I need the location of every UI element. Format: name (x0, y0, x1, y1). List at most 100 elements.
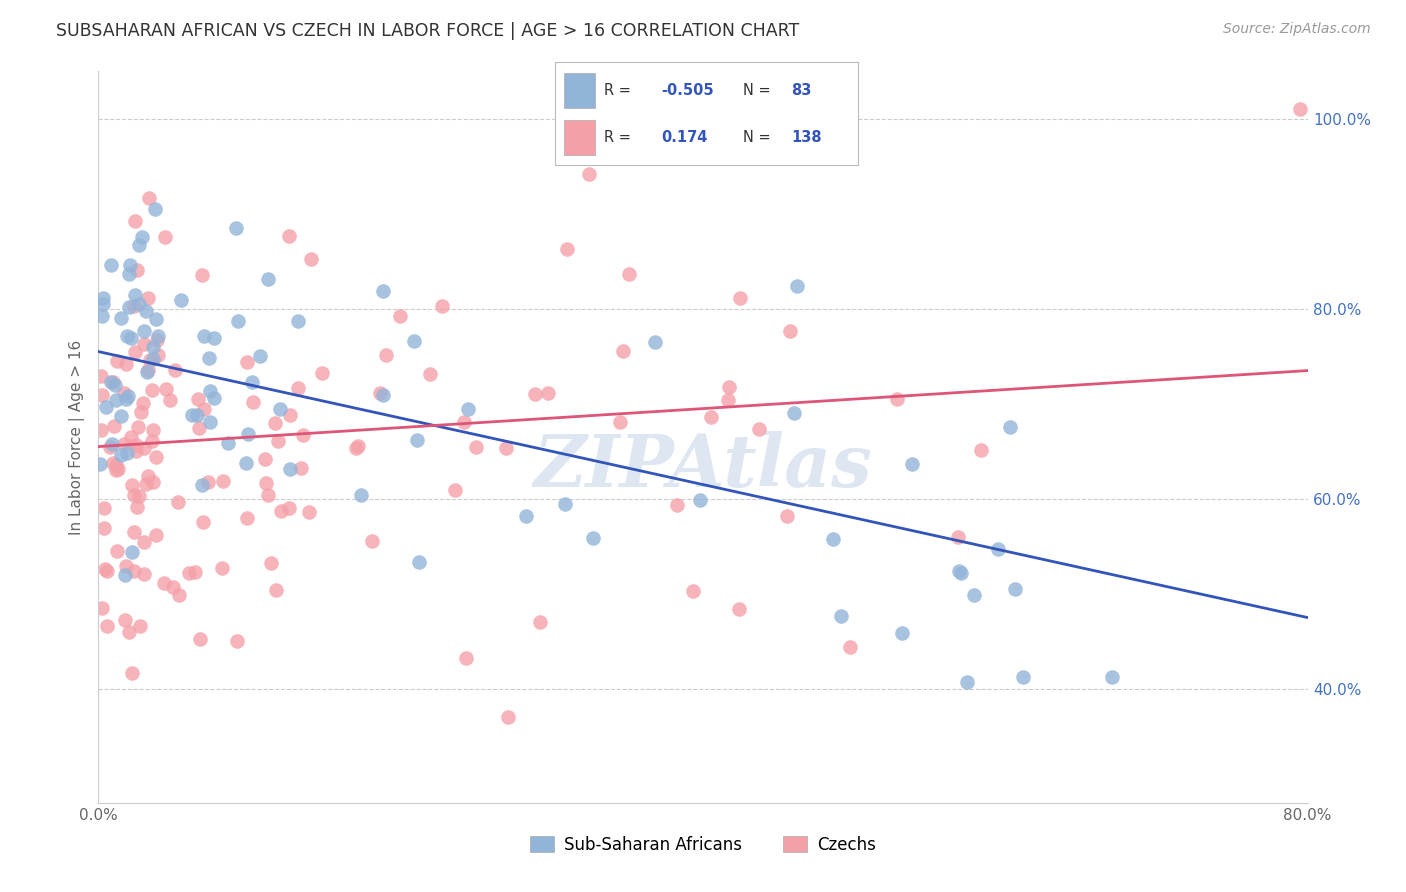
Point (96, 619, 118, 633)
Point (515, 509, 537, 524)
Point (93, 520, 115, 534)
Point (193, 329, 215, 343)
Point (117, 389, 139, 403)
Point (405, 434, 427, 448)
Point (146, 334, 169, 348)
Point (100, 258, 122, 272)
Point (91, 309, 114, 323)
Point (290, 461, 312, 475)
Point (162, 580, 184, 594)
Point (138, 191, 160, 205)
Y-axis label: In Labor Force | Age > 16: In Labor Force | Age > 16 (69, 340, 86, 534)
Text: SUBSAHARAN AFRICAN VS CZECH IN LABOR FORCE | AGE > 16 CORRELATION CHART: SUBSAHARAN AFRICAN VS CZECH IN LABOR FOR… (56, 22, 800, 40)
Point (267, 434, 290, 449)
Point (287, 314, 309, 328)
Point (578, 167, 600, 181)
Point (138, 353, 160, 368)
Point (1004, 582, 1026, 596)
Point (217, 436, 239, 450)
Point (132, 441, 155, 455)
Point (419, 367, 441, 381)
Point (260, 557, 283, 571)
Point (114, 613, 136, 627)
Point (128, 237, 150, 252)
Point (408, 555, 430, 569)
Point (495, 441, 517, 455)
Point (181, 408, 204, 422)
Point (350, 488, 373, 502)
Point (184, 565, 207, 579)
Point (167, 588, 190, 602)
Point (155, 382, 177, 396)
Point (110, 310, 132, 325)
Point (124, 487, 146, 501)
Point (371, 284, 394, 298)
Point (1101, 669, 1123, 683)
Point (135, 476, 157, 491)
Point (666, 499, 689, 513)
Point (101, 437, 124, 451)
Point (165, 362, 187, 376)
Point (117, 328, 139, 343)
Point (374, 348, 396, 362)
Point (617, 268, 640, 282)
Point (128, 490, 150, 504)
Point (191, 516, 214, 530)
Text: R =: R = (603, 83, 631, 97)
Point (235, 456, 257, 470)
Point (278, 229, 301, 244)
Point (134, 566, 156, 581)
Point (270, 504, 292, 518)
Point (142, 340, 165, 354)
Point (257, 272, 280, 286)
Point (956, 675, 979, 690)
Point (167, 495, 190, 509)
Point (101, 456, 124, 470)
Point (444, 483, 467, 497)
Point (238, 427, 260, 442)
Point (93, 501, 115, 516)
Point (537, 385, 560, 400)
Point (127, 420, 149, 434)
Point (779, 324, 801, 338)
Legend: Sub-Saharan Africans, Czechs: Sub-Saharan Africans, Czechs (523, 829, 883, 860)
Point (124, 345, 146, 359)
Point (143, 202, 166, 217)
Point (253, 452, 276, 467)
Point (242, 394, 264, 409)
Point (278, 501, 301, 516)
Point (717, 379, 740, 393)
Point (104, 378, 127, 392)
Point (886, 392, 908, 407)
Point (402, 334, 425, 348)
Point (132, 535, 155, 549)
Point (124, 525, 146, 540)
Point (117, 301, 139, 315)
Point (104, 392, 127, 407)
Point (368, 386, 391, 401)
Text: ZIPAtlas: ZIPAtlas (534, 431, 872, 502)
Text: -0.505: -0.505 (661, 83, 714, 97)
Point (91, 388, 114, 402)
Point (236, 355, 259, 369)
Point (142, 475, 165, 490)
Point (292, 427, 315, 442)
Point (118, 267, 141, 281)
Point (900, 457, 922, 471)
Point (96, 564, 118, 578)
Point (269, 401, 291, 416)
Point (609, 416, 631, 430)
Point (278, 462, 301, 476)
Point (125, 500, 148, 514)
Point (131, 230, 153, 244)
Point (202, 391, 225, 405)
Point (115, 446, 138, 460)
Point (115, 559, 138, 574)
Point (187, 392, 209, 406)
Text: Source: ZipAtlas.com: Source: ZipAtlas.com (1223, 22, 1371, 37)
Point (114, 392, 136, 406)
Point (105, 354, 128, 368)
Point (103, 375, 125, 389)
Point (100, 376, 122, 390)
Point (264, 583, 287, 598)
